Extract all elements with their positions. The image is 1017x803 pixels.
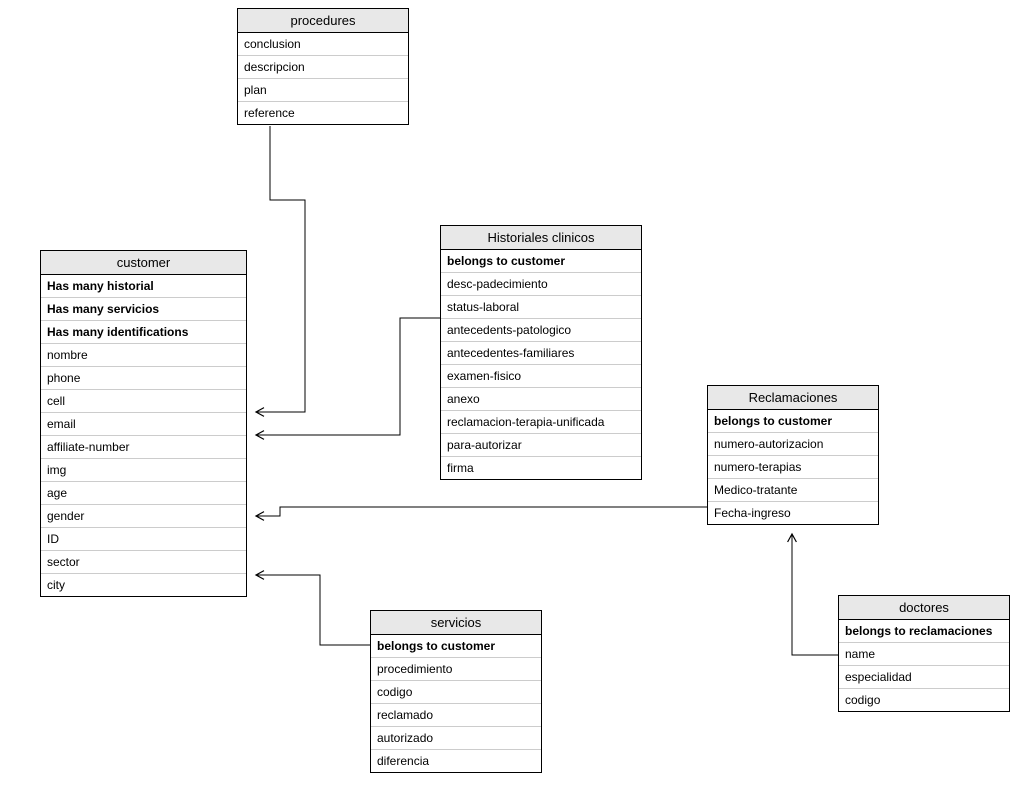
entity-row: reclamado [371,704,541,727]
entity-row: belongs to customer [441,250,641,273]
entity-row: firma [441,457,641,479]
entity-row: desc-padecimiento [441,273,641,296]
entity-row: status-laboral [441,296,641,319]
entity-row: numero-autorizacion [708,433,878,456]
edge-historiales-to-customer [256,318,440,435]
arrowhead-icon [788,534,797,542]
entity-row: procedimiento [371,658,541,681]
edge-reclamaciones-to-customer [256,507,707,516]
entity-row: diferencia [371,750,541,772]
entity-title: Historiales clinicos [441,226,641,250]
entity-row: especialidad [839,666,1009,689]
entity-title: doctores [839,596,1009,620]
arrowhead-icon [256,408,264,417]
arrowhead-icon [256,571,264,580]
entity-row: gender [41,505,246,528]
entity-reclamaciones: Reclamacionesbelongs to customernumero-a… [707,385,879,525]
entity-row: examen-fisico [441,365,641,388]
entity-procedures: proceduresconclusiondescripcionplanrefer… [237,8,409,125]
entity-row: nombre [41,344,246,367]
entity-row: plan [238,79,408,102]
edge-doctores-to-reclamaciones [792,534,838,655]
entity-row: belongs to reclamaciones [839,620,1009,643]
entity-row: reference [238,102,408,124]
entity-row: Has many servicios [41,298,246,321]
entity-row: conclusion [238,33,408,56]
arrowhead-icon [256,431,264,440]
entity-row: Fecha-ingreso [708,502,878,524]
entity-title: procedures [238,9,408,33]
entity-historiales: Historiales clinicosbelongs to customerd… [440,225,642,480]
entity-row: para-autorizar [441,434,641,457]
entity-row: sector [41,551,246,574]
edge-servicios-to-customer [256,575,370,645]
entity-row: antecedents-patologico [441,319,641,342]
entity-row: antecedentes-familiares [441,342,641,365]
entity-row: belongs to customer [371,635,541,658]
entity-title: Reclamaciones [708,386,878,410]
entity-row: age [41,482,246,505]
entity-row: reclamacion-terapia-unificada [441,411,641,434]
entity-row: affiliate-number [41,436,246,459]
entity-row: numero-terapias [708,456,878,479]
entity-row: autorizado [371,727,541,750]
entity-title: customer [41,251,246,275]
entity-title: servicios [371,611,541,635]
entity-row: phone [41,367,246,390]
entity-customer: customerHas many historialHas many servi… [40,250,247,597]
entity-row: codigo [839,689,1009,711]
entity-row: Has many identifications [41,321,246,344]
entity-row: city [41,574,246,596]
entity-row: cell [41,390,246,413]
entity-doctores: doctoresbelongs to reclamacionesnameespe… [838,595,1010,712]
entity-row: descripcion [238,56,408,79]
entity-row: codigo [371,681,541,704]
entity-row: anexo [441,388,641,411]
entity-row: Has many historial [41,275,246,298]
entity-row: Medico-tratante [708,479,878,502]
entity-row: belongs to customer [708,410,878,433]
entity-row: ID [41,528,246,551]
entity-row: img [41,459,246,482]
entity-servicios: serviciosbelongs to customerprocedimient… [370,610,542,773]
entity-row: email [41,413,246,436]
entity-row: name [839,643,1009,666]
edge-procedures-to-customer [256,126,305,412]
arrowhead-icon [256,512,264,521]
